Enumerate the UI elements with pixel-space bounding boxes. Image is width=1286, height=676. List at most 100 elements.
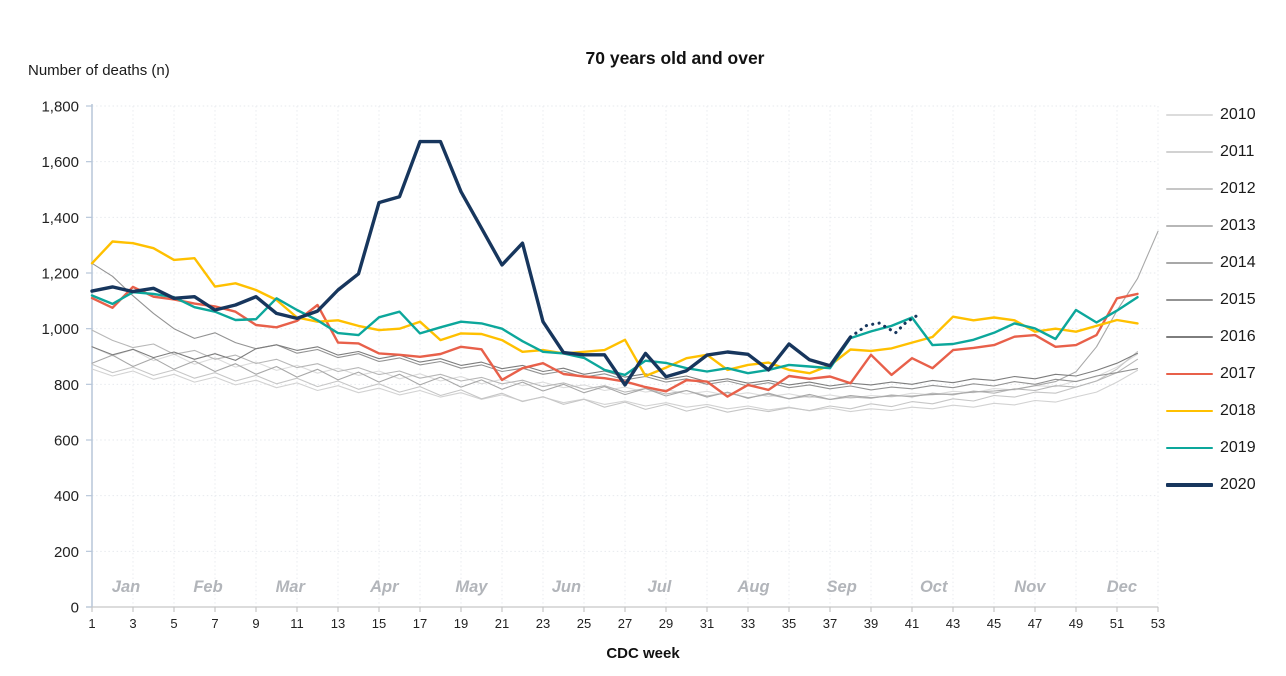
series-line-2011 <box>91 368 1139 413</box>
legend-swatch-2020 <box>1166 483 1213 487</box>
series-line-2013 <box>91 329 1139 401</box>
legend-item-2014: 2014 <box>1166 252 1256 274</box>
legend-label-2015: 2015 <box>1220 291 1256 308</box>
x-tick-label: 39 <box>864 616 878 631</box>
y-tick-label: 1,200 <box>41 266 79 283</box>
month-label-dec: Dec <box>1107 578 1137 596</box>
series-line-2012 <box>91 350 1139 413</box>
x-tick-label: 25 <box>577 616 591 631</box>
gridlines <box>92 105 1159 607</box>
x-tick-label: 9 <box>252 616 259 631</box>
x-tick-label: 19 <box>454 616 468 631</box>
legend-label-2019: 2019 <box>1220 439 1256 456</box>
month-label-may: May <box>455 578 488 596</box>
month-label-nov: Nov <box>1014 578 1046 596</box>
y-tick-label: 0 <box>71 600 79 617</box>
y-tick-label: 400 <box>54 488 79 505</box>
x-tick-label: 13 <box>331 616 345 631</box>
x-tick-label: 7 <box>211 616 218 631</box>
legend-item-2016: 2016 <box>1166 326 1256 348</box>
x-tick-label: 23 <box>536 616 550 631</box>
legend-label-2011: 2011 <box>1220 143 1255 160</box>
chart-title: 70 years old and over <box>585 48 765 68</box>
legend-item-2018: 2018 <box>1166 400 1256 422</box>
x-tick-label: 21 <box>495 616 509 631</box>
month-label-aug: Aug <box>736 578 769 596</box>
series-line-2014 <box>91 230 1159 400</box>
x-tick-label: 1 <box>88 616 95 631</box>
legend-swatch-2011 <box>1166 151 1213 153</box>
y-tick-label: 800 <box>54 377 79 394</box>
legend-label-2016: 2016 <box>1220 328 1256 345</box>
legend-swatch-2014 <box>1166 262 1213 264</box>
x-tick-label: 3 <box>129 616 136 631</box>
series-line-2016 <box>91 344 1139 387</box>
legend-label-2014: 2014 <box>1220 254 1256 271</box>
legend-item-2019: 2019 <box>1166 437 1256 459</box>
month-label-mar: Mar <box>276 578 307 596</box>
legend-swatch-2018 <box>1166 409 1213 413</box>
x-tick-label: 41 <box>905 616 919 631</box>
x-tick-label: 45 <box>987 616 1001 631</box>
month-label-feb: Feb <box>193 578 222 596</box>
legend-item-2010: 2010 <box>1166 104 1256 126</box>
legend-item-2015: 2015 <box>1166 289 1256 311</box>
x-tick-label: 5 <box>170 616 177 631</box>
series-group <box>90 139 1159 413</box>
legend-label-2010: 2010 <box>1220 106 1256 123</box>
y-tick-label: 1,600 <box>41 154 79 171</box>
month-label-apr: Apr <box>369 578 400 596</box>
y-axis-title: Number of deaths (n) <box>28 62 170 79</box>
month-label-oct: Oct <box>920 578 949 596</box>
legend-label-2012: 2012 <box>1220 180 1256 197</box>
x-tick-label: 51 <box>1110 616 1124 631</box>
legend-item-2017: 2017 <box>1166 363 1256 385</box>
legend-label-2018: 2018 <box>1220 402 1256 419</box>
x-tick-label: 17 <box>413 616 427 631</box>
x-tick-label: 33 <box>741 616 755 631</box>
x-tick-label: 53 <box>1151 616 1165 631</box>
y-tick-label: 200 <box>54 544 79 561</box>
legend-label-2017: 2017 <box>1220 365 1256 382</box>
x-axis-title: CDC week <box>606 645 680 662</box>
x-tick-label: 47 <box>1028 616 1042 631</box>
legend-swatch-2013 <box>1166 225 1213 227</box>
month-label-jul: Jul <box>648 578 672 596</box>
x-tick-label: 43 <box>946 616 960 631</box>
y-tick-label: 600 <box>54 433 79 450</box>
legend-swatch-2012 <box>1166 188 1213 190</box>
legend-swatch-2017 <box>1166 372 1213 376</box>
series-line-2019 <box>90 291 1139 377</box>
x-tick-label: 11 <box>290 616 304 631</box>
x-tick-label: 15 <box>372 616 386 631</box>
legend-item-2011: 2011 <box>1166 141 1254 163</box>
legend-label-2020: 2020 <box>1220 476 1256 493</box>
y-tick-label: 1,000 <box>41 321 79 338</box>
legend-swatch-2016 <box>1166 336 1213 338</box>
x-tick-label: 35 <box>782 616 796 631</box>
y-tick-label: 1,400 <box>41 210 79 227</box>
x-tick-label: 27 <box>618 616 632 631</box>
month-label-jan: Jan <box>112 578 140 596</box>
legend-swatch-2010 <box>1166 114 1213 116</box>
month-label-sep: Sep <box>827 578 857 596</box>
month-label-jun: Jun <box>552 578 581 596</box>
axes <box>86 104 1159 612</box>
x-tick-label: 31 <box>700 616 714 631</box>
y-tick-label: 1,800 <box>41 99 79 116</box>
legend-item-2012: 2012 <box>1166 178 1256 200</box>
legend-item-2013: 2013 <box>1166 215 1256 237</box>
x-tick-label: 49 <box>1069 616 1083 631</box>
x-tick-label: 29 <box>659 616 673 631</box>
x-tick-label: 37 <box>823 616 837 631</box>
legend-swatch-2019 <box>1166 446 1213 450</box>
series-line-2017 <box>90 285 1139 398</box>
series-line-2020 <box>90 139 853 387</box>
legend-item-2020: 2020 <box>1166 474 1256 496</box>
legend-swatch-2015 <box>1166 299 1213 301</box>
series-line-2018 <box>90 240 1139 378</box>
legend-label-2013: 2013 <box>1220 217 1256 234</box>
